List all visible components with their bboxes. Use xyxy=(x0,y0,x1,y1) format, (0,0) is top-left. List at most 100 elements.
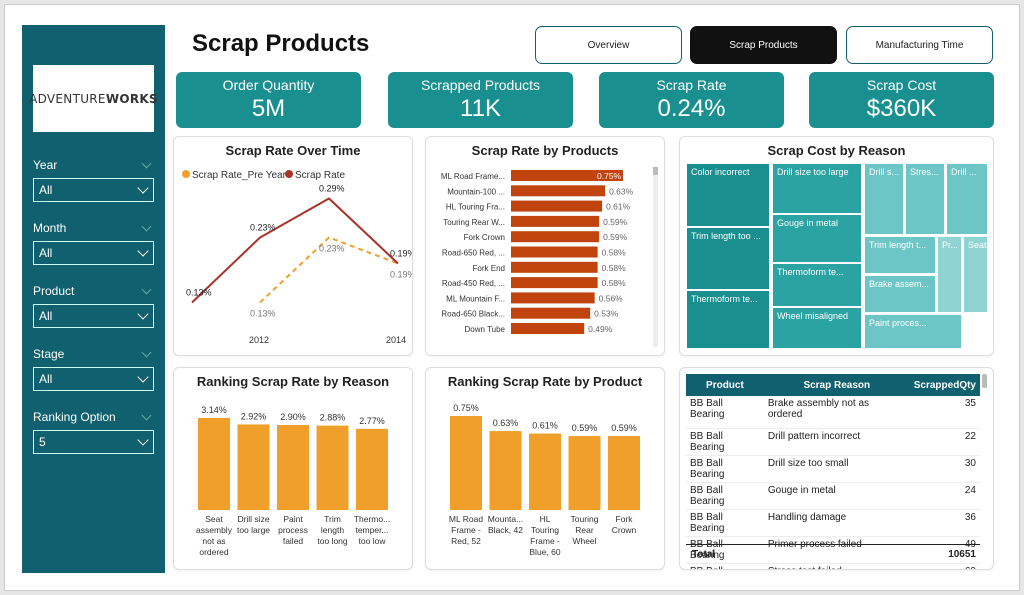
bar[interactable] xyxy=(511,200,603,212)
bar[interactable] xyxy=(198,418,230,510)
treemap-tile[interactable]: Trim length too ... xyxy=(686,227,770,290)
table-row[interactable]: BB Ball Bearing Drill size too small 30 xyxy=(686,455,980,482)
scrollbar-thumb[interactable] xyxy=(653,167,658,175)
bar[interactable] xyxy=(511,292,595,304)
category-label: Fork Crown xyxy=(464,233,505,242)
data-label: 0.61% xyxy=(532,421,558,431)
slicer-dropdown[interactable]: 5 xyxy=(33,430,154,454)
category-label: ordered xyxy=(199,547,229,557)
chevron-down-icon[interactable] xyxy=(141,347,152,357)
slicer-stage: Stage All xyxy=(33,347,154,391)
bar[interactable] xyxy=(511,323,585,334)
bar[interactable] xyxy=(450,416,482,510)
table-row[interactable]: BB Ball Bearing Gouge in metal 24 xyxy=(686,482,980,509)
treemap-tile[interactable]: Pr... xyxy=(937,236,962,313)
treemap-tile[interactable]: Drill size too large xyxy=(772,163,862,214)
table-row[interactable]: BB Ball Bearing Handling damage 36 xyxy=(686,509,980,536)
treemap-tile[interactable]: Paint proces... xyxy=(864,314,962,349)
kpi-value: 5M xyxy=(251,95,286,122)
ranking-by-product-card: Ranking Scrap Rate by Product 0.75% ML Ro… xyxy=(425,367,665,570)
hbar-chart: ML Road Frame... 0.75% Mountain-100 ... 0.6… xyxy=(441,170,634,334)
slicer-dropdown[interactable]: All xyxy=(33,178,154,202)
bar[interactable] xyxy=(511,307,591,319)
slicer-value: All xyxy=(39,372,53,386)
category-label: length xyxy=(321,525,344,535)
treemap-tile[interactable]: Thermoform te... xyxy=(686,290,770,349)
bar[interactable] xyxy=(277,425,309,510)
chevron-down-icon[interactable] xyxy=(141,284,152,294)
bar[interactable] xyxy=(511,215,600,227)
treemap-tile[interactable]: Trim length t... xyxy=(864,236,936,274)
treemap-tile[interactable]: Thermoform te... xyxy=(772,263,862,307)
bar[interactable] xyxy=(237,424,270,510)
data-label: 0.58% xyxy=(602,278,627,288)
treemap-tile[interactable]: Wheel misaligned xyxy=(772,307,862,349)
chevron-down-icon xyxy=(137,245,149,257)
legend-marker-pre-year xyxy=(182,170,190,178)
slicer-dropdown[interactable]: All xyxy=(33,241,154,265)
data-label: 0.61% xyxy=(606,202,631,212)
bar[interactable] xyxy=(568,436,601,510)
kpi-label: Scrap Rate xyxy=(656,77,727,93)
chevron-down-icon[interactable] xyxy=(141,158,152,168)
chevron-down-icon xyxy=(137,308,149,320)
category-label: Red, 52 xyxy=(451,536,481,546)
treemap-tile[interactable]: Gouge in metal xyxy=(772,214,862,263)
slicer-value: All xyxy=(39,183,53,197)
nav-button-manufacturing-time[interactable]: Manufacturing Time xyxy=(846,26,993,64)
nav-button-overview[interactable]: Overview xyxy=(535,26,682,64)
treemap-tile[interactable]: Drill s... xyxy=(864,163,904,235)
chart-title: Ranking Scrap Rate by Product xyxy=(447,374,643,389)
category-label: too low xyxy=(359,536,387,546)
slicer-dropdown[interactable]: All xyxy=(33,367,154,391)
cell-product: BB Ball Bearing xyxy=(690,430,725,453)
slicer-ranking-option: Ranking Option 5 xyxy=(33,410,154,454)
bar[interactable] xyxy=(489,431,522,510)
treemap: Color incorrect Trim length too ... Thermo… xyxy=(686,163,988,349)
cell-product: BB Ball Bearing xyxy=(690,484,725,507)
bar[interactable] xyxy=(511,231,600,243)
chevron-down-icon[interactable] xyxy=(141,410,152,420)
treemap-tile[interactable]: Seat as... xyxy=(963,236,988,313)
bar[interactable] xyxy=(511,170,623,181)
col-header-product[interactable]: Product xyxy=(706,379,744,391)
category-label: Frame - xyxy=(451,525,481,535)
kpi-label: Scrapped Products xyxy=(420,77,541,93)
bar[interactable] xyxy=(316,425,349,510)
treemap-tile[interactable]: Brake assem... xyxy=(864,275,936,313)
category-label: HL xyxy=(540,514,551,524)
cell-qty: 69 xyxy=(910,563,980,570)
slicer-dropdown[interactable]: All xyxy=(33,304,154,328)
data-label: 0.63% xyxy=(493,418,519,428)
bar[interactable] xyxy=(511,185,606,197)
bar[interactable] xyxy=(511,261,598,273)
treemap-tile[interactable]: Stres... xyxy=(905,163,945,235)
table-scrollbar-thumb[interactable] xyxy=(982,374,987,388)
category-label: assembly xyxy=(196,525,233,535)
data-label: 0.13% xyxy=(186,288,212,298)
nav-button-scrap-products[interactable]: Scrap Products xyxy=(690,26,837,64)
category-label: Crown xyxy=(612,525,637,535)
treemap-tile[interactable]: Color incorrect xyxy=(686,163,770,227)
bar[interactable] xyxy=(608,436,640,510)
data-label: 0.23% xyxy=(250,223,276,233)
category-label: Thermo... xyxy=(354,514,390,524)
table-row[interactable]: BB Ball Bearing Brake assembly not as or… xyxy=(686,396,980,428)
col-header-qty[interactable]: ScrappedQty xyxy=(913,379,976,391)
table-row[interactable]: BB Ball Bearing Drill pattern incorrect … xyxy=(686,428,980,455)
category-label: Black, 42 xyxy=(488,525,523,535)
category-label: Drill size xyxy=(237,514,269,524)
col-header-reason[interactable]: Scrap Reason xyxy=(803,379,871,391)
table-row[interactable]: BB Ball Bearing Stress test failed 69 xyxy=(686,563,980,570)
bar[interactable] xyxy=(511,277,598,289)
cell-qty: 30 xyxy=(964,457,976,469)
kpi-label: Scrap Cost xyxy=(866,77,937,93)
treemap-tile[interactable]: Drill ... xyxy=(946,163,988,235)
bar[interactable] xyxy=(529,433,561,510)
scrollbar[interactable] xyxy=(653,167,658,347)
bar[interactable] xyxy=(356,428,388,510)
chevron-down-icon[interactable] xyxy=(141,221,152,231)
category-label: temper... xyxy=(355,525,388,535)
bar[interactable] xyxy=(511,246,598,258)
